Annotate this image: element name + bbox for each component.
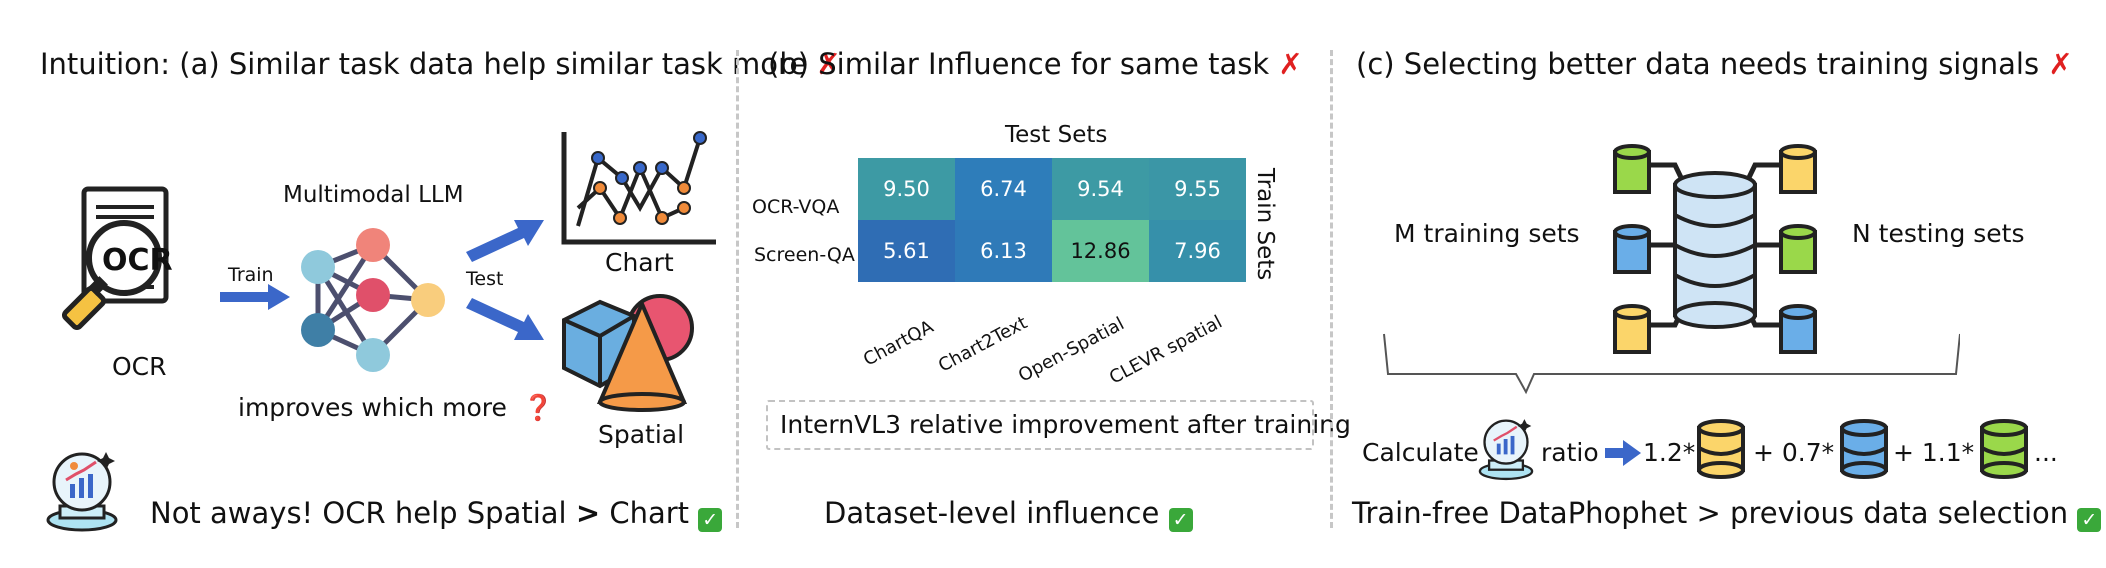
conclusion-a-gt: > [575, 496, 601, 530]
heatmap-cell: 9.50 [858, 158, 955, 220]
heatmap-cell: 5.61 [858, 220, 955, 282]
conclusion-c-text: Train-free DataPhophet > previous data s… [1352, 496, 2069, 530]
panel-c-title-text: (c) Selecting better data needs training… [1356, 47, 2040, 81]
heatmap-cell: 9.55 [1149, 158, 1246, 220]
bracket-line [1383, 333, 1960, 395]
check-mark-icon: ✓ [2077, 508, 2102, 532]
neural-network-icon [301, 228, 445, 372]
database-blue-icon [1840, 419, 1888, 479]
heatmap-cell: 9.54 [1052, 158, 1149, 220]
caption-box [766, 400, 1314, 450]
conclusion-a-prefix: Not aways! OCR help Spatial [150, 496, 567, 530]
x-mark-icon: ✗ [816, 47, 841, 81]
chart-label: Chart [605, 248, 674, 277]
question-mark-icon: ❓ [522, 393, 554, 422]
conclusion-b-text: Dataset-level influence [824, 496, 1160, 530]
test-label: Test [466, 268, 504, 290]
ratio-label: ratio [1541, 438, 1599, 467]
crystal-ball-icon [1478, 419, 1534, 481]
train-label: Train [228, 264, 274, 286]
x-mark-icon: ✗ [2048, 47, 2073, 81]
heatmap-cell: 12.86 [1052, 220, 1149, 282]
train-arrow [220, 284, 290, 310]
panel-c-title: (c) Selecting better data needs training… [1356, 47, 2073, 81]
check-mark-icon: ✓ [698, 508, 723, 532]
ocr-document-icon [62, 186, 169, 331]
heatmap-caption: InternVL3 relative improvement after tra… [780, 410, 1351, 439]
ocr-icon-text: OCR [102, 243, 173, 278]
heatmap-test-sets-label: Test Sets [1005, 122, 1108, 148]
divider-a-b [736, 50, 739, 528]
heatmap-row-label: OCR-VQA [752, 196, 840, 218]
heatmap-row-label: Screen-QA [754, 244, 855, 266]
panel-a-conclusion: Not aways! OCR help Spatial > Chart ✓ [150, 496, 723, 532]
conclusion-a-suffix: Chart [609, 496, 690, 530]
line-chart-icon [561, 131, 716, 245]
heatmap-cell: 6.74 [955, 158, 1052, 220]
coefficient-3: + 1.1* [1893, 438, 1975, 467]
coefficient-2: + 0.7* [1753, 438, 1835, 467]
heatmap-col-label: ChartQA [860, 316, 937, 371]
database-network-icon [1613, 144, 1817, 354]
crystal-ball-icon [46, 452, 118, 532]
check-mark-icon: ✓ [1168, 508, 1193, 532]
panel-a-title: Intuition: (a) Similar task data help si… [40, 47, 841, 81]
heatmap-train-sets-label: Train Sets [1252, 168, 1278, 281]
calculate-label: Calculate [1362, 438, 1479, 467]
n-testing-label: N testing sets [1852, 219, 2025, 248]
panel-a-title-text: Intuition: (a) Similar task data help si… [40, 47, 808, 81]
heatmap-col-label: CLEVR spatial [1106, 311, 1226, 389]
coefficient-1: 1.2* [1643, 438, 1696, 467]
spatial-shapes-icon [562, 294, 694, 412]
divider-b-c [1330, 50, 1333, 528]
test-arrows [466, 220, 544, 340]
question-text: improves which more ❓ [238, 393, 554, 423]
heatmap-cell: 6.13 [955, 220, 1052, 282]
database-green-icon [1980, 419, 2028, 479]
x-mark-icon: ✗ [1278, 47, 1303, 81]
heatmap-cell: 7.96 [1149, 220, 1246, 282]
ellipsis: ... [2034, 438, 2058, 467]
spatial-label: Spatial [598, 420, 685, 449]
heatmap-grid: 9.50 6.74 9.54 9.55 5.61 6.13 12.86 7.96 [858, 158, 1246, 282]
model-label: Multimodal LLM [283, 182, 464, 208]
panel-c-conclusion: Train-free DataPhophet > previous data s… [1352, 496, 2102, 532]
question-text-label: improves which more [238, 393, 507, 422]
ocr-label: OCR [112, 352, 167, 381]
panel-b-title-text: (b) Similar Influence for same task [768, 47, 1270, 81]
panel-b-conclusion: Dataset-level influence ✓ [824, 496, 1193, 532]
m-training-label: M training sets [1394, 219, 1580, 248]
ratio-arrow [1605, 440, 1641, 466]
database-yellow-icon [1697, 419, 1745, 479]
panel-b-title: (b) Similar Influence for same task ✗ [768, 47, 1303, 81]
